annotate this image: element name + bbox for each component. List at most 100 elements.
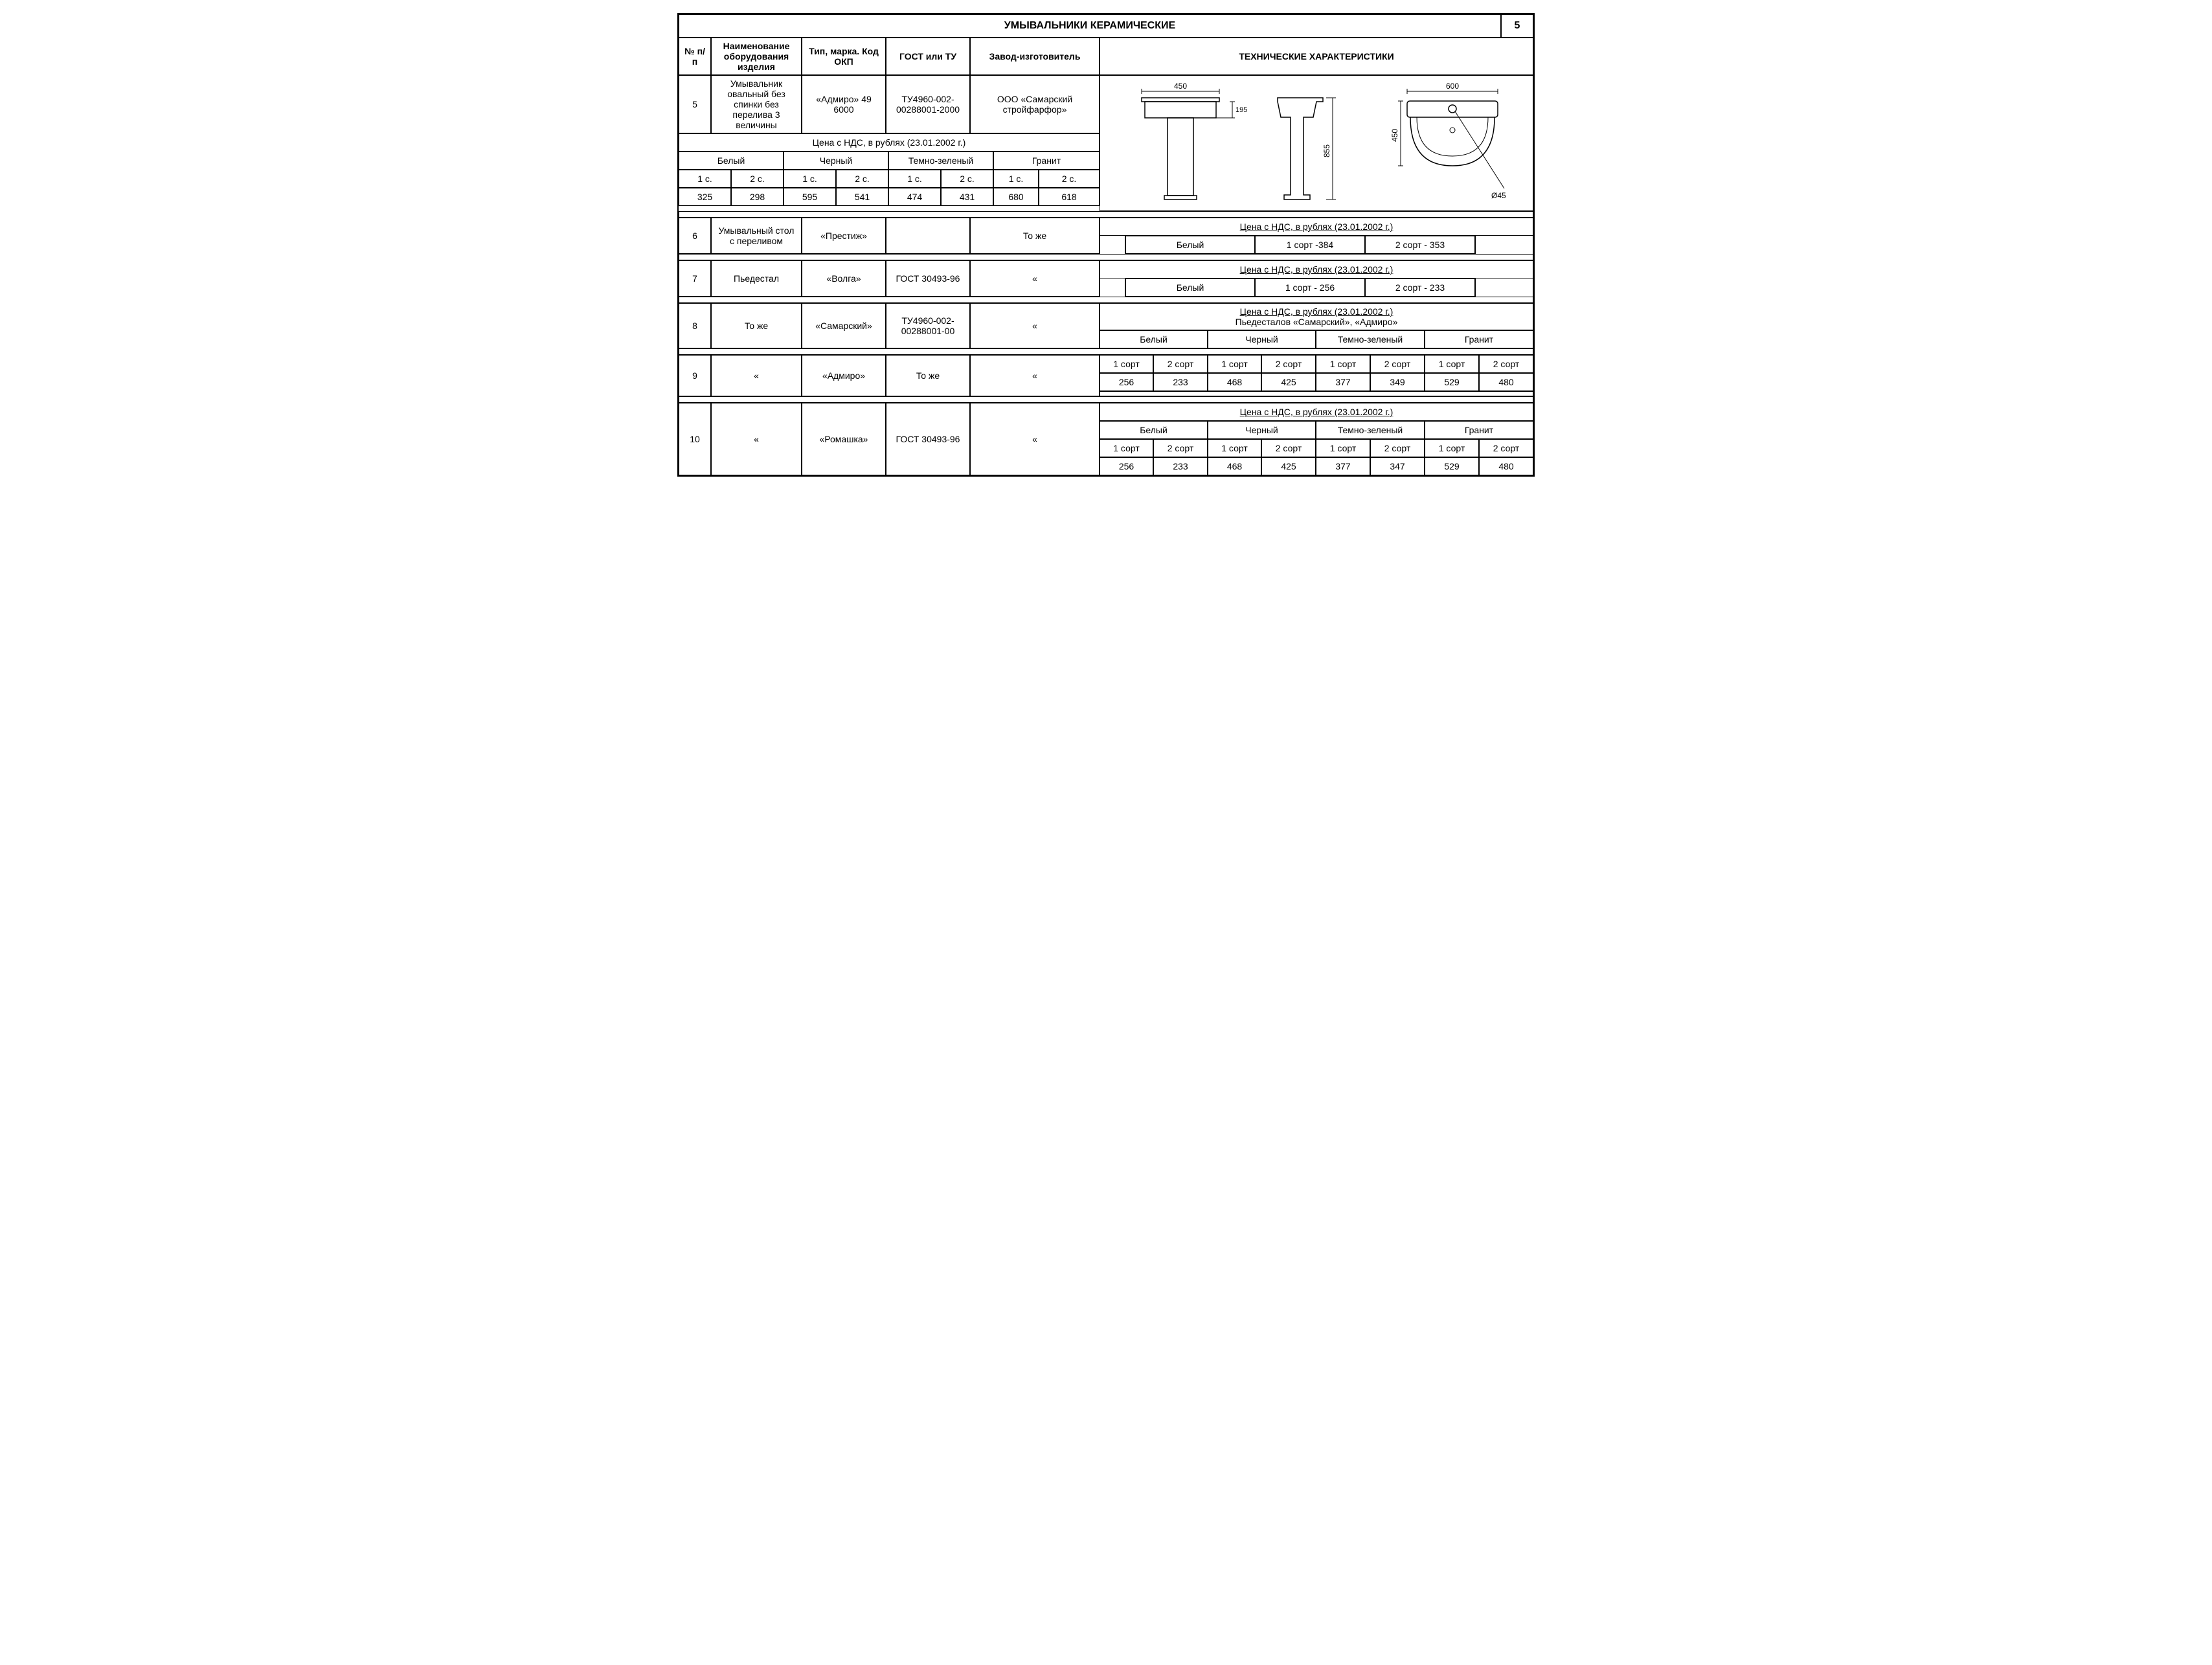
catalog-sheet: УМЫВАЛЬНИКИ КЕРАМИЧЕСКИЕ 5 № п/п Наимено… (677, 13, 1535, 477)
r5-color-2: Темно-зеленый (888, 152, 993, 170)
dim-450: 450 (1174, 82, 1187, 91)
r5-sort-7: 2 с. (1039, 170, 1100, 188)
r7-cell-1: 1 сорт - 256 (1255, 278, 1365, 297)
r8-name: То же (711, 303, 802, 348)
r7-gost: ГОСТ 30493-96 (886, 260, 970, 297)
r7-maker: « (970, 260, 1100, 297)
r6-cell-2: 2 сорт - 353 (1365, 236, 1475, 254)
r9-gost: То же (886, 355, 970, 396)
r10-s3: 2 сорт (1261, 439, 1316, 457)
r5-sort-4: 1 с. (888, 170, 941, 188)
r6-cell-0: Белый (1125, 236, 1255, 254)
r8-maker: « (970, 303, 1100, 348)
row-7: 7 Пьедестал «Волга» ГОСТ 30493-96 « Цена… (679, 260, 1533, 297)
r5-name: Умывальник овальный без спинки без перел… (711, 75, 802, 133)
r10-p2: 468 (1208, 457, 1261, 475)
col-tech: ТЕХНИЧЕСКИЕ ХАРАКТЕРИСТИКИ (1100, 38, 1533, 75)
row-10: 10 « «Ромашка» ГОСТ 30493-96 « Цена с НД… (679, 403, 1533, 475)
r10-s4: 1 сорт (1316, 439, 1370, 457)
r9-p6: 529 (1425, 373, 1479, 391)
r5-num: 5 (679, 75, 711, 133)
r5-sort-6: 1 с. (993, 170, 1039, 188)
r9-s6: 1 сорт (1425, 355, 1479, 373)
r10-s5: 2 сорт (1370, 439, 1425, 457)
r5-price-1: 298 (731, 188, 784, 206)
r5-price-2: 595 (784, 188, 836, 206)
col-num: № п/п (679, 38, 711, 75)
title-row: УМЫВАЛЬНИКИ КЕРАМИЧЕСКИЕ 5 (679, 14, 1533, 38)
r9-type: «Адмиро» (802, 355, 886, 396)
r10-maker: « (970, 403, 1100, 475)
r9-s3: 2 сорт (1261, 355, 1316, 373)
r10-type: «Ромашка» (802, 403, 886, 475)
row-9: 9 « «Адмиро» То же « 1 сорт 2 сорт 1 сор… (679, 355, 1533, 396)
r7-cell-2: 2 сорт - 233 (1365, 278, 1475, 297)
r9-name: « (711, 355, 802, 396)
row-8: 8 То же «Самарский» ТУ4960-002-00288001-… (679, 303, 1533, 348)
dim-600: 600 (1446, 82, 1459, 91)
r7-type: «Волга» (802, 260, 886, 297)
page-title: УМЫВАЛЬНИКИ КЕРАМИЧЕСКИЕ (679, 14, 1501, 38)
r5-price-6: 680 (993, 188, 1039, 206)
r10-s7: 2 сорт (1479, 439, 1533, 457)
r6-gost (886, 218, 970, 254)
column-headers: № п/п Наименование оборудования изделия … (679, 38, 1533, 75)
r9-s1: 2 сорт (1153, 355, 1208, 373)
r6-maker: То же (970, 218, 1100, 254)
r6-type: «Престиж» (802, 218, 886, 254)
r10-s1: 2 сорт (1153, 439, 1208, 457)
r9-s2: 1 сорт (1208, 355, 1261, 373)
col-name: Наименование оборудования изделия (711, 38, 802, 75)
r10-p6: 529 (1425, 457, 1479, 475)
r9-p1: 233 (1153, 373, 1208, 391)
r5-price-header: Цена с НДС, в рублях (23.01.2002 г.) (679, 133, 1100, 152)
r8-gost: ТУ4960-002-00288001-00 (886, 303, 970, 348)
dim-hole: Ø45 (1491, 191, 1506, 200)
r5-price-4: 474 (888, 188, 941, 206)
row-6: 6 Умывальный стол с переливом «Престиж» … (679, 218, 1533, 254)
r5-sort-2: 1 с. (784, 170, 836, 188)
r8-type: «Самарский» (802, 303, 886, 348)
r10-gost: ГОСТ 30493-96 (886, 403, 970, 475)
r9-s5: 2 сорт (1370, 355, 1425, 373)
r8-col-0: Белый (1100, 330, 1208, 348)
r6-name: Умывальный стол с переливом (711, 218, 802, 254)
r5-price-5: 431 (941, 188, 993, 206)
r8-col-3: Гранит (1425, 330, 1533, 348)
r9-p4: 377 (1316, 373, 1370, 391)
r10-s6: 1 сорт (1425, 439, 1479, 457)
r8-col-1: Черный (1208, 330, 1316, 348)
r8-col-2: Темно-зеленый (1316, 330, 1425, 348)
r10-price-header: Цена с НДС, в рублях (23.01.2002 г.) (1100, 403, 1533, 421)
r9-p2: 468 (1208, 373, 1261, 391)
r5-color-0: Белый (679, 152, 784, 170)
r5-gost: ТУ4960-002-00288001-2000 (886, 75, 970, 133)
r9-p0: 256 (1100, 373, 1153, 391)
r5-color-1: Черный (784, 152, 888, 170)
r9-s0: 1 сорт (1100, 355, 1153, 373)
r5-maker: ООО «Самарский стройфарфор» (970, 75, 1100, 133)
r6-num: 6 (679, 218, 711, 254)
dim-450: 450 (1390, 129, 1399, 142)
r5-type: «Адмиро» 49 6000 (802, 75, 886, 133)
washbasin-diagram: 450 195 855 (1116, 78, 1517, 208)
col-gost: ГОСТ или ТУ (886, 38, 970, 75)
r5-price-3: 541 (836, 188, 888, 206)
r8-num: 8 (679, 303, 711, 348)
r9-s4: 1 сорт (1316, 355, 1370, 373)
r10-p5: 347 (1370, 457, 1425, 475)
r8-price-header: Цена с НДС, в рублях (23.01.2002 г.) (1240, 306, 1394, 317)
r5-sort-5: 2 с. (941, 170, 993, 188)
dim-195: 195 (1236, 106, 1247, 114)
col-maker: Завод-изготовитель (970, 38, 1100, 75)
r10-s2: 1 сорт (1208, 439, 1261, 457)
r5-price-7: 618 (1039, 188, 1100, 206)
r5-sort-3: 2 с. (836, 170, 888, 188)
r10-p7: 480 (1479, 457, 1533, 475)
r7-name: Пьедестал (711, 260, 802, 297)
r5-color-3: Гранит (993, 152, 1100, 170)
r10-num: 10 (679, 403, 711, 475)
r9-maker: « (970, 355, 1100, 396)
r9-p5: 349 (1370, 373, 1425, 391)
r7-price-header: Цена с НДС, в рублях (23.01.2002 г.) (1100, 260, 1533, 278)
